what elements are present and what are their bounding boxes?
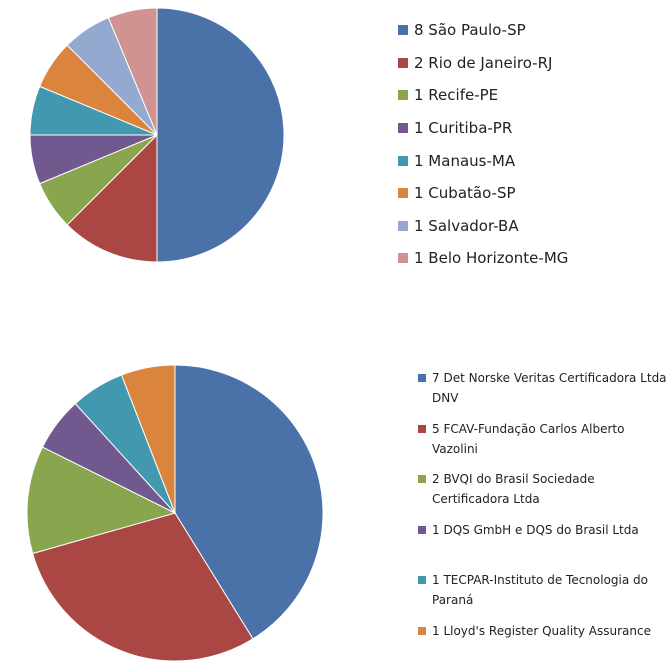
legend-swatch <box>398 156 408 166</box>
legend-item: 2 BVQI do Brasil Sociedade Certificadora… <box>418 469 668 520</box>
legend-item: 1 Recife-PE <box>398 79 568 112</box>
legend-label: 8 São Paulo-SP <box>414 21 526 39</box>
legend-label: 1 Manaus-MA <box>414 152 515 170</box>
legend-label: 1 Belo Horizonte-MG <box>414 249 568 267</box>
legend-swatch <box>418 576 426 584</box>
legend-swatch <box>398 25 408 35</box>
legend-swatch <box>398 253 408 263</box>
legend-item: 1 Belo Horizonte-MG <box>398 242 568 275</box>
legend-item: 1 Curitiba-PR <box>398 112 568 145</box>
legend-label: 1 Curitiba-PR <box>414 119 512 137</box>
legend-item: 1 Manaus-MA <box>398 144 568 177</box>
legend-item: 5 FCAV-Fundação Carlos Alberto Vazolini <box>418 419 668 470</box>
legend-item: 2 Rio de Janeiro-RJ <box>398 47 568 80</box>
pie-chart-cities <box>0 0 320 280</box>
legend-item: 1 Salvador-BA <box>398 210 568 243</box>
legend-item: 1 TECPAR-Instituto de Tecnologia do Para… <box>418 570 668 621</box>
legend-label: 1 TECPAR-Instituto de Tecnologia do Para… <box>432 570 668 610</box>
pie-slice <box>157 8 284 262</box>
legend-item: 1 Cubatão-SP <box>398 177 568 210</box>
legend-cities: 8 São Paulo-SP 2 Rio de Janeiro-RJ 1 Recif… <box>398 14 568 275</box>
legend-label: 2 BVQI do Brasil Sociedade Certificadora… <box>432 469 668 509</box>
legend-swatch <box>398 58 408 68</box>
legend-certifiers: 7 Det Norske Veritas Certificadora Ltda … <box>418 368 668 671</box>
legend-swatch <box>418 425 426 433</box>
legend-swatch <box>418 475 426 483</box>
legend-swatch <box>398 90 408 100</box>
legend-item: 8 São Paulo-SP <box>398 14 568 47</box>
legend-swatch <box>418 374 426 382</box>
legend-item: 7 Det Norske Veritas Certificadora Ltda … <box>418 368 668 419</box>
legend-swatch <box>398 188 408 198</box>
legend-label: 1 Cubatão-SP <box>414 184 516 202</box>
legend-label: 1 Lloyd's Register Quality Assurance <box>432 621 668 641</box>
legend-swatch <box>398 123 408 133</box>
legend-item: 1 Lloyd's Register Quality Assurance <box>418 621 668 671</box>
legend-label: 1 Recife-PE <box>414 86 498 104</box>
pie-chart-certifiers <box>0 355 340 663</box>
legend-label: 2 Rio de Janeiro-RJ <box>414 54 552 72</box>
legend-label: 1 Salvador-BA <box>414 217 519 235</box>
legend-swatch <box>418 526 426 534</box>
legend-item: 1 DQS GmbH e DQS do Brasil Ltda <box>418 520 668 571</box>
legend-label: 1 DQS GmbH e DQS do Brasil Ltda <box>432 520 668 540</box>
legend-label: 7 Det Norske Veritas Certificadora Ltda … <box>432 368 668 408</box>
legend-swatch <box>418 627 426 635</box>
legend-swatch <box>398 221 408 231</box>
legend-label: 5 FCAV-Fundação Carlos Alberto Vazolini <box>432 419 668 459</box>
